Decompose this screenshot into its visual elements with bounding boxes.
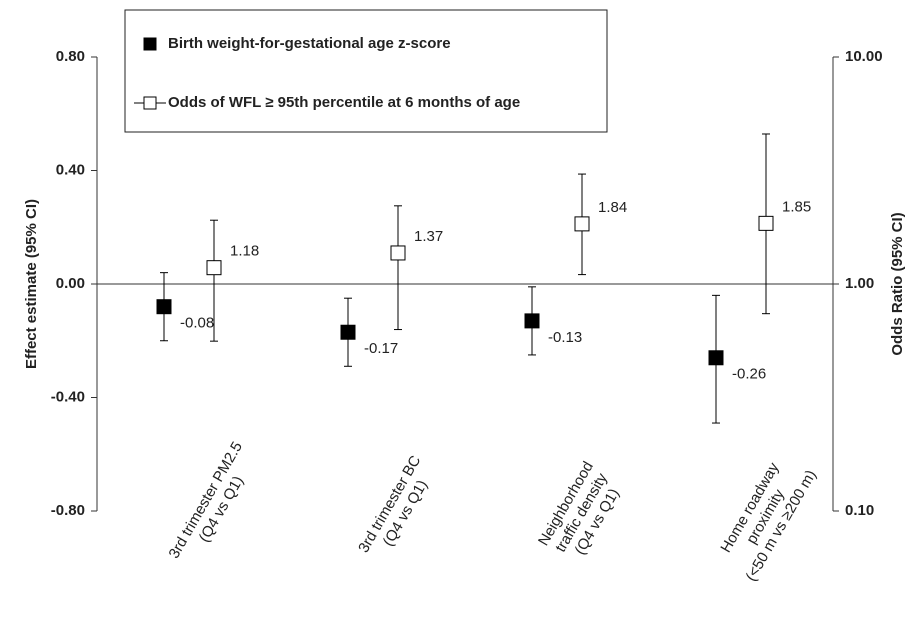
y-tick-label: 0.80 — [56, 48, 85, 65]
point — [390, 245, 406, 261]
data-label: 1.85 — [782, 198, 811, 215]
data-label: -0.26 — [732, 366, 766, 383]
point — [524, 313, 540, 329]
point — [708, 350, 724, 366]
x-tick-label-group: 3rd trimester PM2.5(Q4 vs Q1) — [165, 439, 247, 562]
legend-marker — [143, 96, 157, 110]
x-tick-label-group: 3rd trimester BC(Q4 vs Q1) — [355, 453, 431, 556]
legend-box — [124, 9, 608, 133]
legend-marker — [143, 37, 157, 51]
point — [206, 260, 222, 276]
y2-axis-label: Odds Ratio (95% CI) — [889, 212, 906, 355]
y2-tick-label: 1.00 — [845, 275, 874, 292]
data-label: -0.08 — [180, 315, 214, 332]
point — [574, 216, 590, 232]
y2-tick-label: 0.10 — [845, 502, 874, 519]
y2-tick-label: 10.00 — [845, 48, 883, 65]
y-tick-label: -0.80 — [51, 502, 85, 519]
data-label: 1.37 — [414, 228, 443, 245]
point — [340, 324, 356, 340]
data-label: 1.84 — [598, 199, 627, 216]
legend-label: Birth weight-for-gestational age z-score — [168, 35, 451, 52]
data-label: -0.13 — [548, 329, 582, 346]
point — [156, 299, 172, 315]
y-tick-label: -0.40 — [51, 388, 85, 405]
y-tick-label: 0.40 — [56, 161, 85, 178]
point — [758, 215, 774, 231]
data-label: 1.18 — [230, 243, 259, 260]
legend-label: Odds of WFL ≥ 95th percentile at 6 month… — [168, 94, 520, 111]
y-axis-label: Effect estimate (95% CI) — [23, 199, 40, 369]
y-tick-label: 0.00 — [56, 275, 85, 292]
data-label: -0.17 — [364, 340, 398, 357]
